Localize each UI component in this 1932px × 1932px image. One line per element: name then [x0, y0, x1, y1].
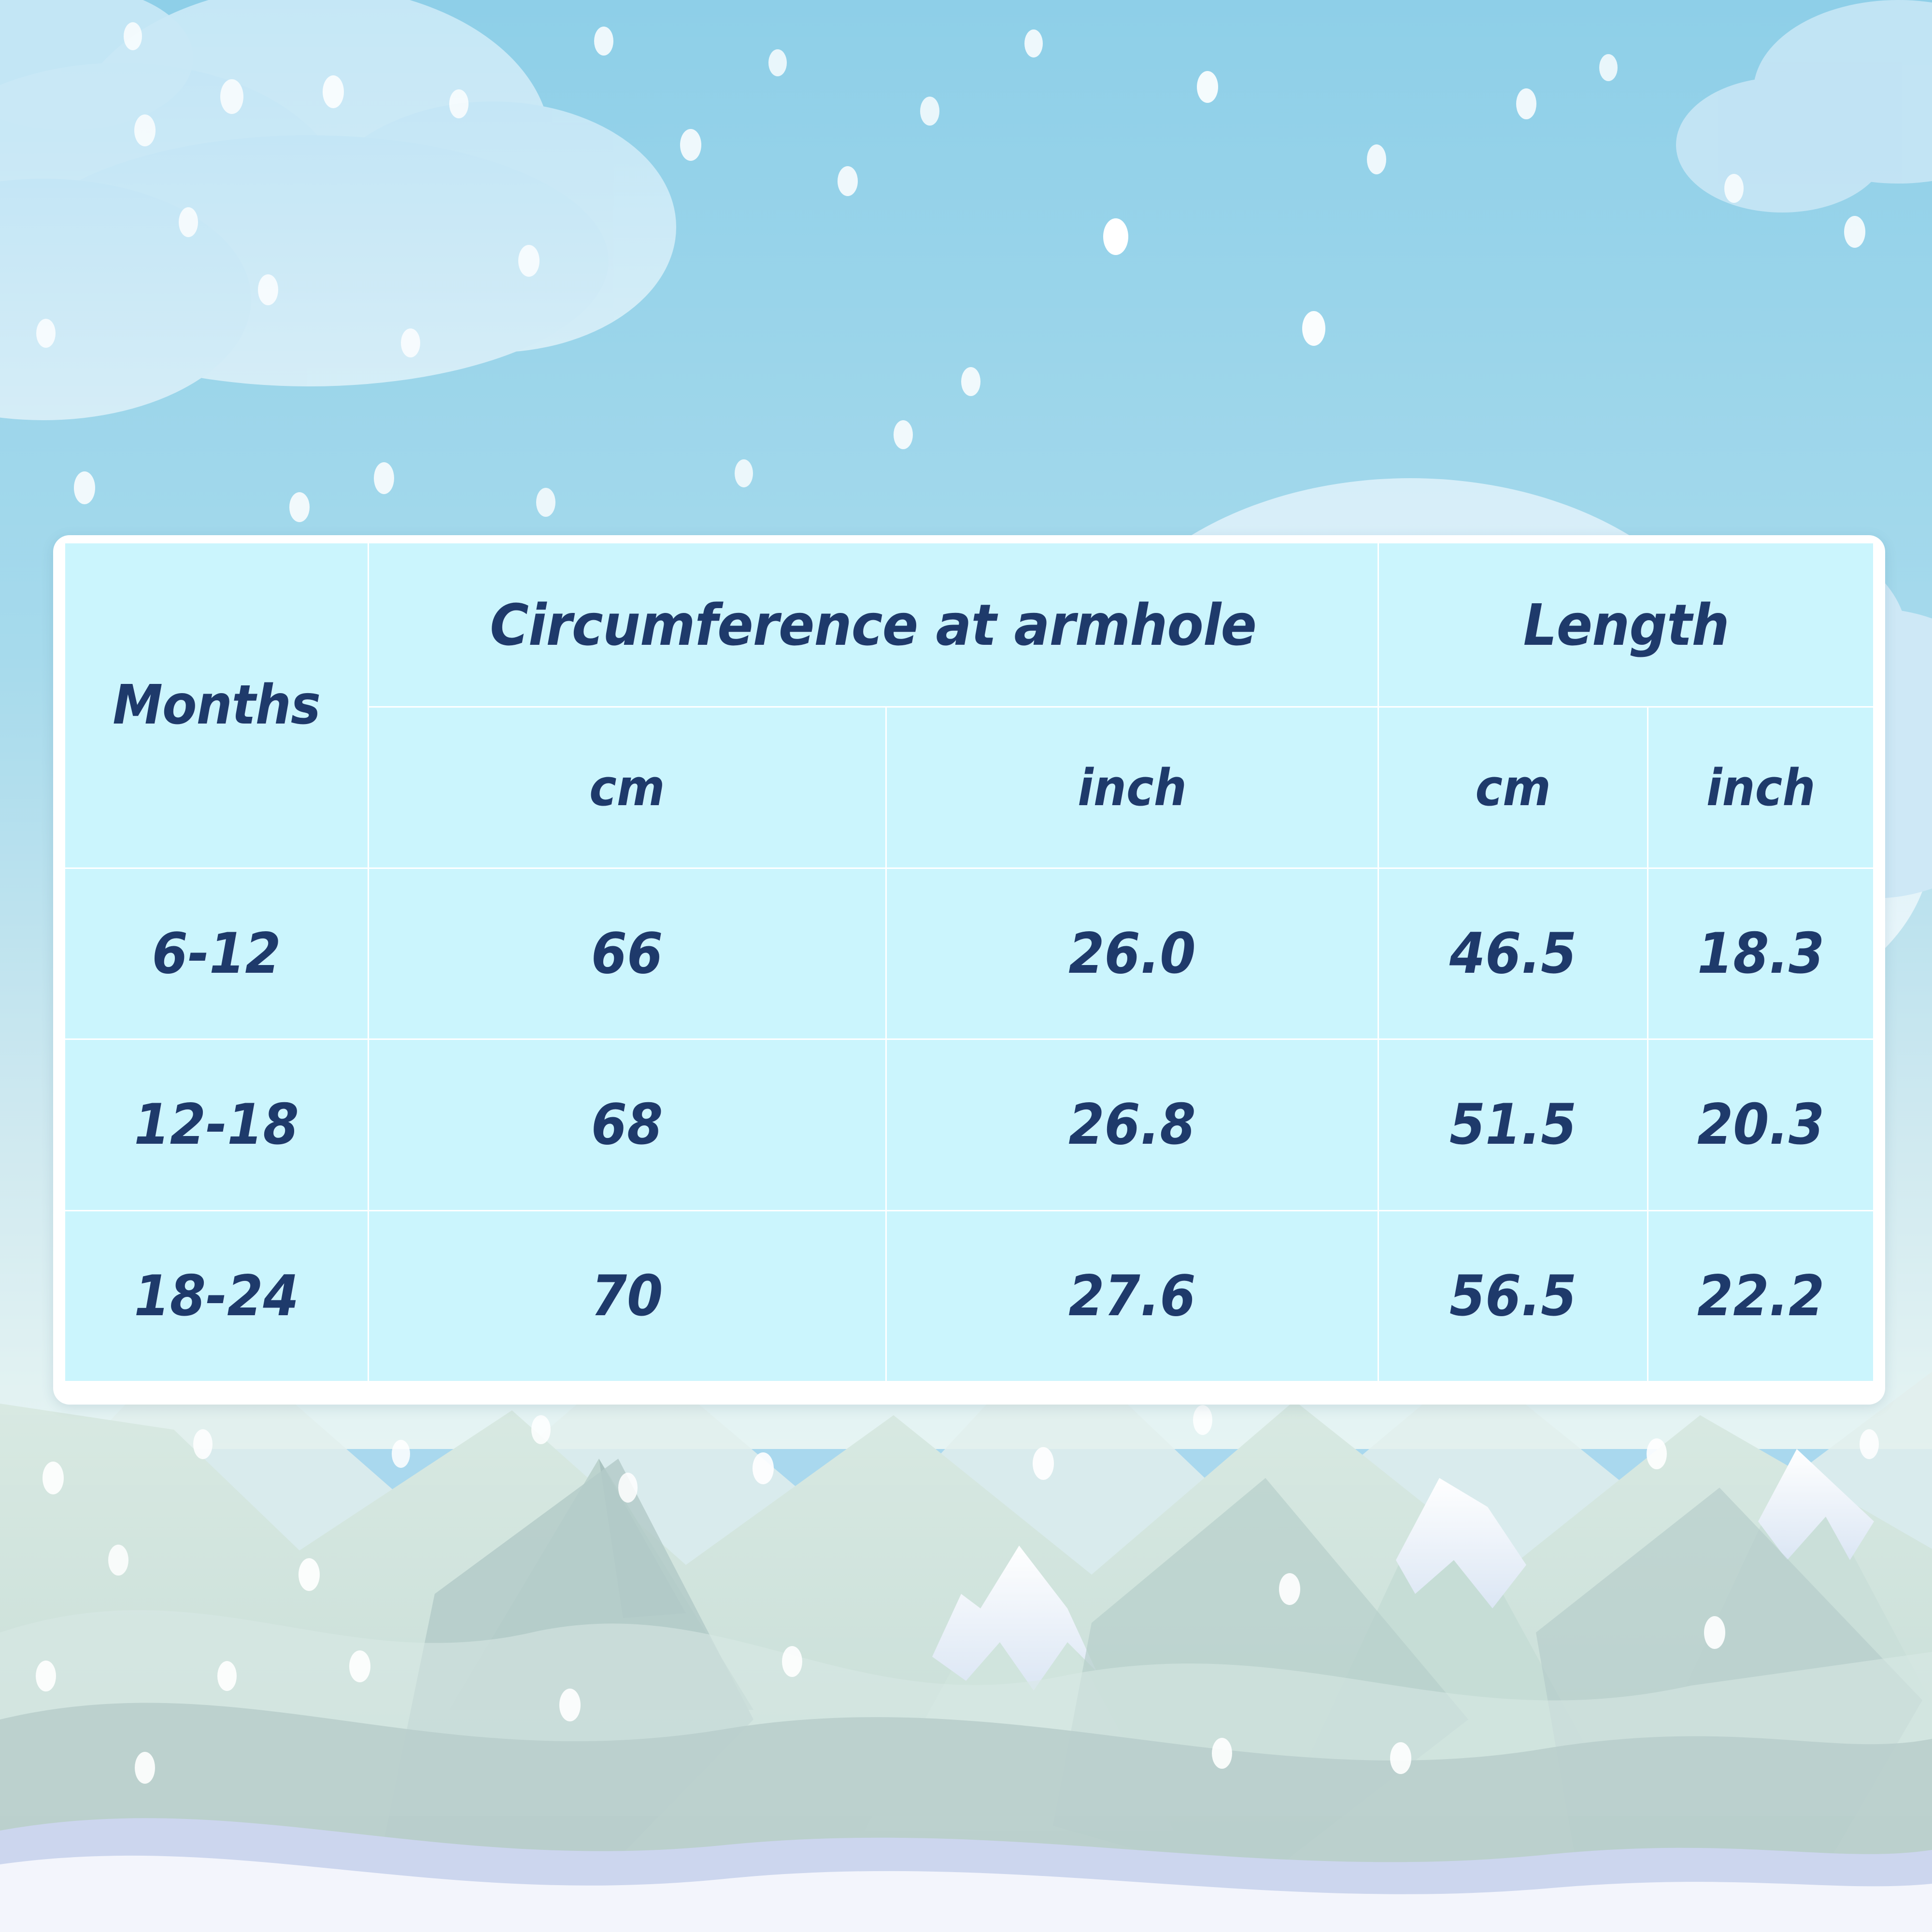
subheader-len-cm: cm [1377, 706, 1648, 869]
size-chart-table: Months Circumference at armhole Length c… [63, 541, 1875, 1383]
cell-circ-cm: 68 [368, 1038, 887, 1211]
cell-months-value: 6-12 [152, 921, 281, 987]
cell-circ-inch-value: 26.8 [1068, 1092, 1196, 1158]
cell-circ-cm-value: 70 [591, 1263, 663, 1329]
cell-months: 12-18 [63, 1038, 369, 1211]
table-header-row: Months Circumference at armhole Length [63, 541, 1875, 869]
table-row: 6-12 66 26.0 46.5 18.3 [63, 867, 1875, 1040]
cell-len-cm-value: 51.5 [1449, 1092, 1577, 1158]
subheader-circ-inch: inch [885, 706, 1379, 869]
cell-len-inch-value: 22.2 [1697, 1263, 1825, 1329]
subheader-circ-cm: cm [368, 706, 887, 869]
cell-circ-cm: 66 [368, 867, 887, 1040]
cell-months: 6-12 [63, 867, 369, 1040]
cell-circ-inch-value: 26.0 [1068, 921, 1196, 987]
subheader-len-inch-label: inch [1706, 758, 1816, 817]
header-circumference-label: Circumference at armhole [490, 591, 1257, 658]
cell-len-cm-value: 56.5 [1449, 1263, 1577, 1329]
subheader-len-inch: inch [1647, 706, 1875, 869]
mountain-range [0, 1323, 1932, 1932]
cell-circ-cm: 70 [368, 1209, 887, 1383]
cell-len-cm-value: 46.5 [1449, 921, 1577, 987]
cell-len-cm: 56.5 [1377, 1209, 1648, 1383]
table-subheader-row: cm inch cm inch [65, 706, 1875, 869]
header-circumference: Circumference at armhole [368, 541, 1379, 708]
cloud-left-small [0, 0, 193, 130]
subheader-circ-cm-label: cm [589, 758, 665, 817]
table-row: 12-18 68 26.8 51.5 20.3 [63, 1038, 1875, 1211]
cell-len-inch-value: 20.3 [1697, 1092, 1825, 1158]
snow-cap [1396, 1478, 1526, 1608]
size-chart-card: Months Circumference at armhole Length c… [53, 535, 1885, 1405]
cell-len-inch: 22.2 [1647, 1209, 1875, 1383]
cell-circ-inch: 26.8 [885, 1038, 1379, 1211]
cell-circ-inch-value: 27.6 [1068, 1263, 1196, 1329]
cell-len-inch-value: 18.3 [1697, 921, 1825, 987]
cell-len-inch: 20.3 [1647, 1038, 1875, 1211]
header-months: Months [63, 542, 369, 869]
cloud-right-top [1676, 0, 1932, 213]
cell-circ-cm-value: 68 [591, 1092, 663, 1158]
header-length-label: Length [1523, 591, 1729, 658]
header-months-label: Months [113, 674, 321, 737]
cell-circ-cm-value: 66 [591, 921, 663, 987]
cell-circ-inch: 26.0 [885, 867, 1379, 1040]
header-length: Length [1377, 541, 1875, 708]
subheader-len-cm-label: cm [1475, 758, 1551, 817]
cell-len-cm: 51.5 [1377, 1038, 1648, 1211]
cell-len-inch: 18.3 [1647, 867, 1875, 1040]
cell-months-value: 18-24 [134, 1263, 299, 1329]
cell-months-value: 12-18 [134, 1092, 299, 1158]
subheader-circ-inch-label: inch [1077, 758, 1187, 817]
snowflakes [36, 22, 1879, 1784]
cell-len-cm: 46.5 [1377, 867, 1648, 1040]
table-row: 18-24 70 27.6 56.5 22.2 [63, 1209, 1875, 1383]
cell-months: 18-24 [63, 1209, 369, 1383]
cell-circ-inch: 27.6 [885, 1209, 1379, 1383]
snow-cap [932, 1546, 1096, 1690]
